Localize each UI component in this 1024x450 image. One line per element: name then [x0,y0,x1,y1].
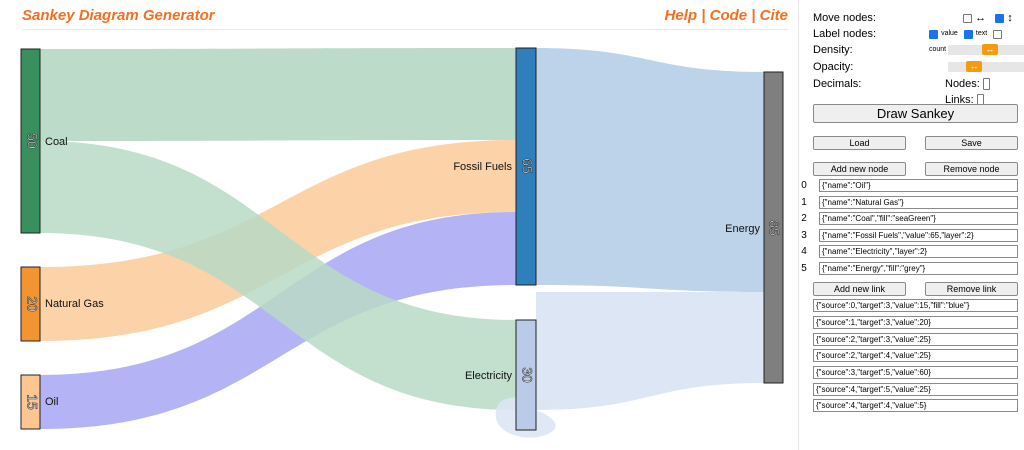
density-row: Density: ↔ [813,42,1024,58]
link-field[interactable]: {"source":1,"target":3,"value":20} [813,316,1018,329]
node-label-coal: Coal [45,136,68,148]
add-link-button[interactable]: Add new link [813,282,906,296]
label-text-text: text [975,30,988,38]
density-slider-thumb[interactable]: ↔ [982,44,998,55]
add-node-button[interactable]: Add new node [813,162,906,176]
density-slider[interactable]: ↔ [948,44,1024,55]
opacity-label: Opacity: [813,61,854,73]
separator: | [697,7,710,24]
node-coal[interactable] [20,48,41,234]
node-label-natural-gas: Natural Gas [45,298,104,310]
move-vertical-checkbox[interactable] [995,13,1005,23]
node-field[interactable]: {"name":"Coal","fill":"seaGreen"} [819,212,1018,225]
node-fossil-fuels[interactable] [515,47,537,286]
opacity-slider[interactable]: ↔ [948,61,1024,72]
node-energy[interactable] [763,71,784,384]
decimals-row: Decimals: Nodes: Links: [813,76,1018,107]
node-electricity[interactable] [515,319,537,431]
label-count-checkbox[interactable] [993,29,1003,39]
move-vertical-icon: ↕ [1007,12,1013,24]
label-text-checkbox[interactable] [963,29,973,39]
move-nodes-row: Move nodes: ↔ ↕ [813,10,1018,26]
separator: | [747,7,760,24]
node-label-oil: Oil [45,396,58,408]
save-button[interactable]: Save [925,136,1018,150]
node-field[interactable]: {"name":"Natural Gas"} [819,196,1018,209]
node-oil[interactable] [20,374,41,430]
label-value-text: value [941,30,958,38]
decimals-nodes-input[interactable] [982,78,990,91]
header-links: Help | Code | Cite [665,7,788,24]
node-value-oil: 15 [24,394,40,410]
load-button[interactable]: Load [813,136,906,150]
decimals-label: Decimals: [813,78,862,90]
help-link[interactable]: Help [664,7,698,24]
density-label: Density: [813,44,853,56]
opacity-slider-thumb[interactable]: ↔ [966,61,982,72]
label-value-checkbox[interactable] [929,29,938,39]
control-panel: Move nodes: ↔ ↕ Label nodes: value text … [798,0,1024,450]
nodes-layer [20,47,784,431]
link-field[interactable]: {"source":2,"target":4,"value":25} [813,349,1018,362]
node-index: 5 [801,263,807,274]
link-fossil-energy[interactable] [536,48,764,292]
values-layer: 50 20 15 65 30 85 [24,133,783,410]
sankey-chart: 50 20 15 65 30 85 Coal Natural Gas Oil F… [20,47,784,438]
link-field[interactable]: {"source":4,"target":5,"value":25} [813,383,1018,396]
decimals-nodes-label: Nodes: [945,78,980,90]
labels-layer: Coal Natural Gas Oil Fossil Fuels Electr… [45,136,760,408]
node-value-natural-gas: 20 [24,296,40,312]
draw-sankey-button[interactable]: Draw Sankey [813,104,1018,123]
node-natural-gas[interactable] [20,266,41,342]
remove-link-button[interactable]: Remove link [925,282,1018,296]
node-field[interactable]: {"name":"Electricity","layer":2} [819,245,1018,258]
node-index: 0 [801,180,807,191]
links-layer [40,48,764,438]
code-link[interactable]: Code [709,7,748,24]
link-oil-fossil[interactable] [40,212,516,429]
node-index: 1 [801,197,807,208]
node-value-fossil-fuels: 65 [519,158,535,174]
node-value-electricity: 30 [519,367,535,383]
node-label-energy: Energy [725,223,760,235]
link-field[interactable]: {"source":2,"target":3,"value":25} [813,333,1018,346]
node-field[interactable]: {"name":"Energy","fill":"grey"} [819,262,1018,275]
node-value-energy: 85 [766,220,782,236]
move-horizontal-icon: ↔ [975,12,987,24]
node-field[interactable]: {"name":"Fossil Fuels","value":65,"layer… [819,229,1018,242]
label-nodes-row: Label nodes: value text count [813,26,1018,53]
link-coal-electricity[interactable] [40,141,516,410]
link-electricity-energy[interactable] [536,292,764,410]
opacity-row: Opacity: ↔ [813,59,1024,75]
link-field[interactable]: {"source":3,"target":5,"value":60} [813,366,1018,379]
move-nodes-label: Move nodes: [813,12,876,24]
node-label-electricity: Electricity [465,370,513,382]
node-index: 3 [801,230,807,241]
node-field[interactable]: {"name":"Oil"} [819,179,1018,192]
label-count-text: count [929,46,947,54]
link-coal-fossil[interactable] [40,48,516,141]
cite-link[interactable]: Cite [759,7,788,24]
diagram-area: Sankey Diagram Generator Help | Code | C… [20,7,788,438]
node-value-coal: 50 [24,133,40,149]
app-title: Sankey Diagram Generator [22,7,215,24]
move-horizontal-checkbox[interactable] [963,13,972,23]
link-field[interactable]: {"source":4,"target":4,"value":5} [813,399,1018,412]
node-label-fossil-fuels: Fossil Fuels [453,161,512,173]
header-divider [22,29,788,30]
remove-node-button[interactable]: Remove node [925,162,1018,176]
node-index: 2 [801,213,807,224]
decimals-links-label: Links: [945,94,974,106]
node-index: 4 [801,246,807,257]
label-nodes-label: Label nodes: [813,28,876,40]
link-field[interactable]: {"source":0,"target":3,"value":15,"fill"… [813,299,1018,312]
